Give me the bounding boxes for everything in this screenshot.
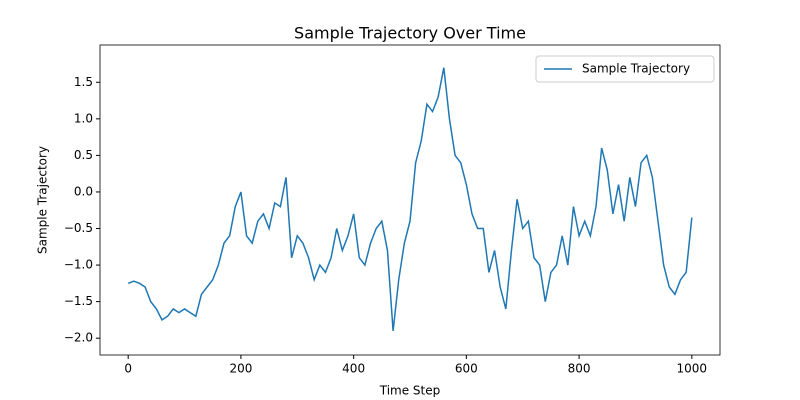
y-tick-label: 0.0 xyxy=(74,184,93,198)
legend-label: Sample Trajectory xyxy=(582,62,690,76)
y-tick-label: −2.0 xyxy=(64,331,93,345)
y-tick-label: 1.0 xyxy=(74,111,93,125)
x-tick-label: 600 xyxy=(455,362,478,376)
plot-frame xyxy=(99,44,721,356)
y-tick-label: −0.5 xyxy=(64,221,93,235)
y-axis-label: Sample Trajectory xyxy=(36,146,50,254)
x-axis-label: Time Step xyxy=(379,384,441,398)
chart-title: Sample Trajectory Over Time xyxy=(294,24,526,43)
x-tick-label: 800 xyxy=(568,362,591,376)
x-tick-label: 1000 xyxy=(677,362,708,376)
line-series xyxy=(127,67,693,331)
y-tick-label: −1.0 xyxy=(64,258,93,272)
x-tick-label: 0 xyxy=(124,362,132,376)
y-tick-label: −1.5 xyxy=(64,294,93,308)
y-tick-label: 1.5 xyxy=(74,75,93,89)
legend-box xyxy=(535,55,715,83)
x-tick-label: 400 xyxy=(342,362,365,376)
x-tick-label: 200 xyxy=(229,362,252,376)
y-tick-label: 0.5 xyxy=(74,148,93,162)
